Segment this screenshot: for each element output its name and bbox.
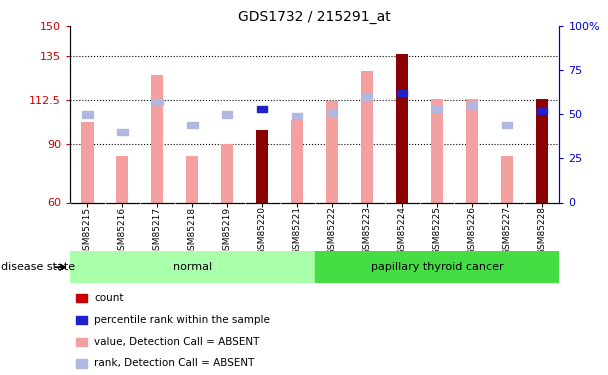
Bar bbox=[81, 122, 94, 202]
Bar bbox=[397, 90, 407, 96]
Text: GSM85221: GSM85221 bbox=[292, 206, 302, 255]
Bar bbox=[502, 122, 512, 128]
Text: GSM85219: GSM85219 bbox=[223, 206, 232, 255]
Text: GSM85218: GSM85218 bbox=[188, 206, 197, 255]
Bar bbox=[431, 99, 443, 202]
Bar bbox=[537, 108, 547, 114]
Bar bbox=[467, 102, 477, 109]
Text: GSM85220: GSM85220 bbox=[258, 206, 267, 255]
Bar bbox=[326, 100, 338, 202]
Text: GSM85228: GSM85228 bbox=[537, 206, 547, 255]
Bar bbox=[362, 94, 372, 100]
Bar bbox=[432, 106, 442, 112]
Text: GSM85216: GSM85216 bbox=[118, 206, 127, 255]
Text: GSM85227: GSM85227 bbox=[502, 206, 511, 255]
Bar bbox=[222, 111, 232, 117]
Title: GDS1732 / 215291_at: GDS1732 / 215291_at bbox=[238, 10, 391, 24]
Bar bbox=[256, 130, 268, 203]
Bar bbox=[152, 99, 162, 105]
Bar bbox=[116, 156, 128, 203]
Text: GSM85223: GSM85223 bbox=[362, 206, 371, 255]
Bar bbox=[536, 99, 548, 202]
Bar bbox=[466, 99, 478, 202]
Bar bbox=[292, 113, 302, 119]
Text: GSM85225: GSM85225 bbox=[432, 206, 441, 255]
Text: count: count bbox=[94, 293, 124, 303]
Bar bbox=[501, 156, 513, 203]
Text: GSM85222: GSM85222 bbox=[328, 206, 337, 255]
Text: value, Detection Call = ABSENT: value, Detection Call = ABSENT bbox=[94, 337, 260, 346]
Bar bbox=[82, 111, 92, 117]
Bar bbox=[151, 75, 164, 202]
Bar bbox=[257, 106, 268, 112]
Text: disease state: disease state bbox=[1, 262, 75, 272]
Bar bbox=[187, 122, 198, 128]
Text: GSM85215: GSM85215 bbox=[83, 206, 92, 255]
Text: papillary thyroid cancer: papillary thyroid cancer bbox=[371, 262, 503, 272]
Bar bbox=[315, 251, 559, 283]
Bar bbox=[396, 54, 408, 202]
Bar bbox=[186, 156, 198, 203]
Bar bbox=[221, 144, 233, 202]
Bar bbox=[361, 71, 373, 202]
Bar bbox=[291, 120, 303, 202]
Text: percentile rank within the sample: percentile rank within the sample bbox=[94, 315, 270, 325]
Text: normal: normal bbox=[173, 262, 212, 272]
Bar bbox=[70, 251, 315, 283]
Text: GSM85224: GSM85224 bbox=[398, 206, 407, 255]
Text: GSM85226: GSM85226 bbox=[468, 206, 477, 255]
Text: GSM85217: GSM85217 bbox=[153, 206, 162, 255]
Bar bbox=[327, 110, 337, 116]
Bar bbox=[117, 129, 128, 135]
Text: rank, Detection Call = ABSENT: rank, Detection Call = ABSENT bbox=[94, 358, 255, 368]
